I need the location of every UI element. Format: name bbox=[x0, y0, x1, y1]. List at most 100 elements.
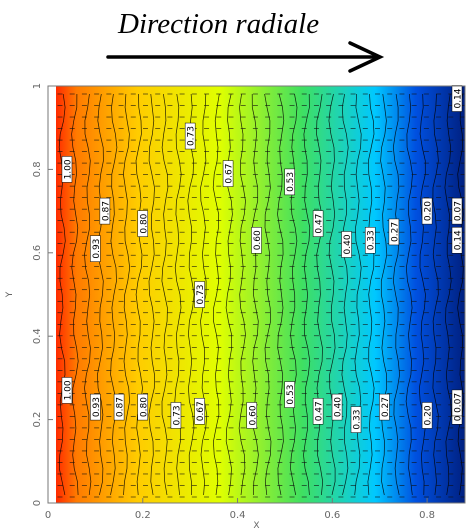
contour-label: 0.87 bbox=[99, 197, 111, 225]
contour-label-box bbox=[312, 210, 324, 237]
plot-frame bbox=[47, 85, 466, 504]
contour-label-box bbox=[90, 393, 101, 421]
contour-label: 0.73 bbox=[170, 402, 182, 429]
contour-label: 1.00 bbox=[61, 156, 73, 183]
contour-label: 0.27 bbox=[388, 218, 400, 246]
contour-line bbox=[238, 93, 246, 496]
y-tick-label: 0 bbox=[32, 500, 43, 506]
contour-label: 0.20 bbox=[421, 197, 434, 225]
contour-label-box bbox=[61, 377, 73, 404]
contour-line bbox=[290, 93, 298, 496]
x-tick-label: 0.4 bbox=[230, 510, 246, 521]
contour-label-box bbox=[364, 227, 376, 254]
contour-label-text: 0.33 bbox=[367, 230, 377, 250]
contour-label-text: 0.14 bbox=[454, 88, 464, 108]
contour-label: 0.20 bbox=[421, 402, 434, 429]
contour-label-text: 0.14 bbox=[454, 230, 464, 250]
vector-arrows bbox=[57, 93, 466, 498]
contour-label-box bbox=[137, 210, 149, 237]
contour-label: 0.47 bbox=[312, 398, 325, 425]
contour-line bbox=[380, 93, 388, 496]
y-tick-label: 0.2 bbox=[32, 412, 43, 428]
contour-label: 0.40 bbox=[341, 231, 353, 258]
contour-label-box bbox=[137, 393, 149, 421]
direction-arrow bbox=[106, 41, 385, 73]
contour-label-text: 0.73 bbox=[196, 284, 206, 304]
contour-label: 0.14 bbox=[451, 85, 464, 112]
contour-label-box bbox=[451, 197, 463, 225]
x-tick-label: 0.8 bbox=[419, 510, 435, 521]
contour-label: 0.80 bbox=[137, 393, 149, 421]
contour-line bbox=[123, 93, 131, 496]
contour-label-text: 0.87 bbox=[101, 201, 111, 221]
contour-label: 0.47 bbox=[312, 210, 325, 237]
contour-label-text: 0.20 bbox=[424, 405, 434, 425]
contour-label-box bbox=[341, 231, 352, 258]
contour-label: 0.33 bbox=[350, 406, 363, 433]
contour-label: 0.53 bbox=[284, 381, 296, 408]
contour-label: 0.07 bbox=[451, 197, 464, 225]
contour-line bbox=[405, 93, 413, 496]
color-field bbox=[56, 86, 465, 503]
contour-label-text: 0.67 bbox=[196, 401, 206, 421]
contour-label-text: 1.00 bbox=[63, 380, 73, 400]
contour-line bbox=[303, 93, 311, 496]
contour-label-box bbox=[451, 389, 463, 417]
y-tick-label: 0.4 bbox=[32, 328, 43, 344]
contour-line bbox=[58, 93, 66, 496]
contour-label: 0.33 bbox=[364, 227, 377, 254]
contour-label: 0.67 bbox=[222, 160, 235, 187]
x-tick-label: 0.6 bbox=[324, 510, 340, 521]
contour-label-text: 0.53 bbox=[286, 385, 296, 405]
contour-line bbox=[212, 93, 220, 496]
direction-annotation: Direction radiale bbox=[118, 8, 320, 40]
contour-label-box bbox=[284, 381, 295, 408]
contour-label-box bbox=[388, 218, 400, 246]
contour-label-text: 0.87 bbox=[116, 397, 126, 417]
contour-label-text: 0.20 bbox=[424, 201, 434, 221]
contour-label-text: 0.40 bbox=[343, 234, 353, 254]
contour-label: 0.27 bbox=[379, 393, 391, 421]
contour-label-box bbox=[421, 402, 433, 429]
contour-line bbox=[457, 93, 465, 496]
contour-line bbox=[110, 93, 118, 496]
contour-line bbox=[161, 93, 169, 496]
contour-label-text: 0.47 bbox=[315, 401, 325, 421]
contour-line bbox=[277, 93, 285, 496]
contour-label-box bbox=[194, 398, 205, 425]
contour-label: 1.00 bbox=[61, 377, 73, 404]
contour-label-box bbox=[90, 235, 101, 262]
contour-label-box bbox=[421, 197, 433, 225]
contour-line bbox=[341, 93, 349, 496]
contour-label-box bbox=[451, 227, 463, 254]
direction-arrow-head bbox=[348, 41, 385, 73]
contour-label-text: 0.33 bbox=[353, 410, 363, 430]
contour-label: 0.53 bbox=[284, 168, 296, 196]
contour-label-text: 0.07 bbox=[454, 201, 464, 221]
contour-line bbox=[148, 93, 155, 496]
contour-line bbox=[316, 93, 324, 496]
contour-label-text: 0.07 bbox=[454, 393, 464, 413]
contour-label-text: 0.93 bbox=[92, 239, 102, 259]
contour-label-box bbox=[222, 160, 234, 187]
contour-label-box bbox=[312, 398, 324, 425]
x-tick-label: 0.2 bbox=[135, 510, 151, 521]
contour-label: 0.93 bbox=[90, 235, 102, 262]
contour-label-text: 0.47 bbox=[315, 214, 325, 234]
contour-label-box bbox=[251, 227, 262, 254]
contour-line bbox=[392, 93, 400, 496]
contour-label: 0.60 bbox=[251, 227, 263, 254]
contour-label: 0.93 bbox=[90, 393, 102, 421]
contour-label-text: 0.27 bbox=[390, 222, 400, 242]
contour-label: 0.07 bbox=[451, 389, 464, 417]
contour-label-text: 0.67 bbox=[225, 164, 235, 184]
contour-label-box bbox=[331, 393, 343, 421]
contour-label: 0.67 bbox=[194, 398, 206, 425]
contour-label-box bbox=[184, 122, 196, 150]
contour-label-box bbox=[194, 281, 205, 308]
contour-label-text: 0.93 bbox=[92, 397, 102, 417]
contour-label-box bbox=[99, 197, 111, 225]
contour-label-box bbox=[61, 156, 73, 183]
x-axis-label: X bbox=[253, 521, 259, 528]
y-axis-label: Y bbox=[5, 291, 15, 298]
